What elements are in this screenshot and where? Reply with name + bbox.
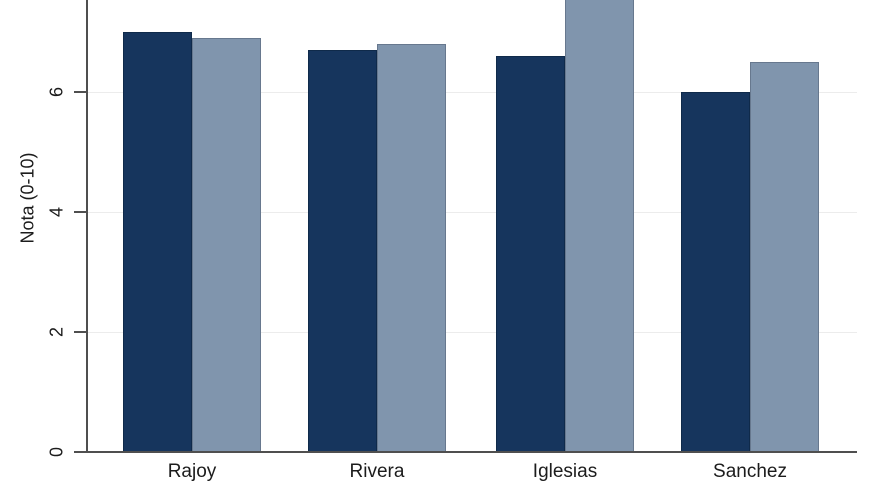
x-tick-label-sanchez: Sanchez xyxy=(713,461,787,482)
bar-light-rajoy xyxy=(192,38,261,452)
bar-dark-iglesias xyxy=(496,56,565,452)
y-tick-4 xyxy=(74,211,86,213)
y-tick-label-0: 0 xyxy=(46,446,67,458)
x-axis-line xyxy=(86,451,857,453)
y-tick-label-4: 4 xyxy=(46,206,67,218)
gridline-y-4 xyxy=(86,212,857,213)
y-tick-label-6: 6 xyxy=(46,86,67,98)
bar-dark-rajoy xyxy=(123,32,192,452)
plot-area xyxy=(123,0,819,452)
x-tick-label-iglesias: Iglesias xyxy=(532,461,598,482)
y-tick-label-2: 2 xyxy=(46,326,67,338)
bar-light-rivera xyxy=(377,44,446,452)
y-axis-title: Nota (0-10) xyxy=(17,152,38,244)
y-tick-6 xyxy=(74,91,86,93)
bar-light-sanchez xyxy=(750,62,819,452)
bar-dark-sanchez xyxy=(681,92,750,452)
bar-dark-rivera xyxy=(308,50,377,452)
y-tick-2 xyxy=(74,331,86,333)
y-axis-line xyxy=(86,0,88,453)
gridline-y-2 xyxy=(86,332,857,333)
x-tick-label-rivera: Rivera xyxy=(349,461,405,482)
bar-light-iglesias xyxy=(565,0,634,452)
y-tick-0 xyxy=(74,451,86,453)
gridline-y-6 xyxy=(86,92,857,93)
x-tick-label-rajoy: Rajoy xyxy=(167,461,217,482)
